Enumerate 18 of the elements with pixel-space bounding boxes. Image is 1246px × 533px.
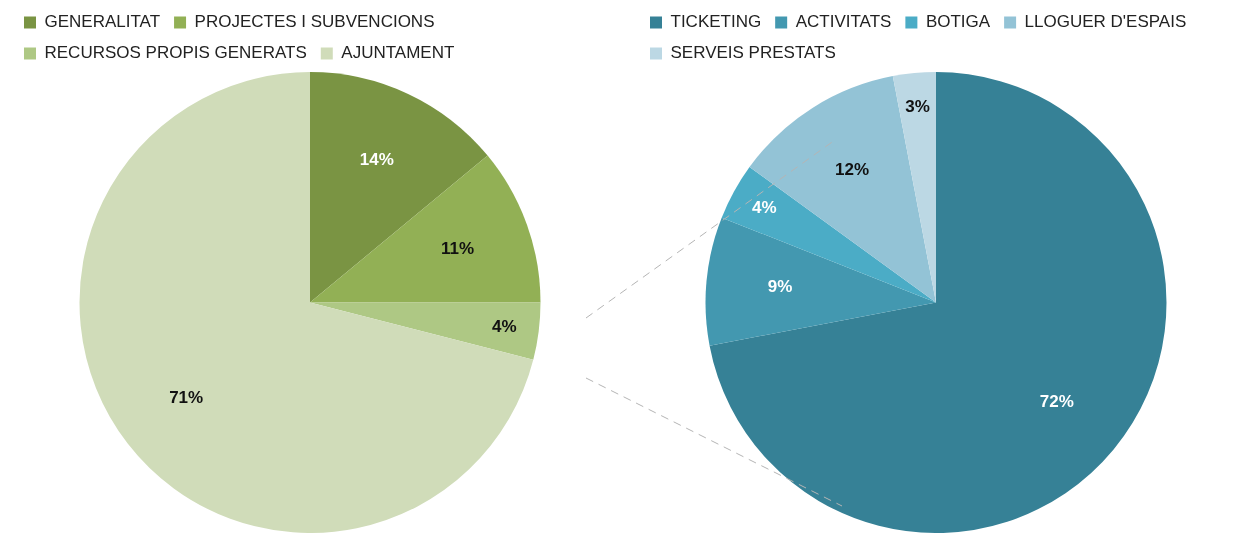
data-label: 14%	[359, 150, 394, 170]
legend-label: RECURSOS PROPIS GENERATS	[44, 43, 307, 63]
legend-label: GENERALITAT	[44, 12, 161, 32]
legend-label: AJUNTAMENT	[341, 43, 455, 63]
data-label: 9%	[767, 277, 793, 297]
legend-label: BOTIGA	[925, 12, 991, 32]
data-label: 4%	[752, 197, 777, 217]
legend-label: SERVEIS PRESTATS	[670, 43, 836, 63]
legend-label: ACTIVITATS	[795, 12, 892, 32]
legend-label: TICKETING	[670, 12, 762, 32]
data-label: 11%	[440, 239, 475, 259]
data-label: 72%	[1039, 392, 1074, 412]
data-label: 12%	[835, 159, 870, 179]
data-label: 3%	[905, 97, 930, 117]
data-label: 4%	[492, 316, 517, 336]
legend-label: PROJECTES I SUBVENCIONS	[194, 12, 435, 32]
legend-label: LLOGUER D'ESPAIS	[1024, 12, 1187, 32]
data-label: 71%	[169, 388, 204, 408]
